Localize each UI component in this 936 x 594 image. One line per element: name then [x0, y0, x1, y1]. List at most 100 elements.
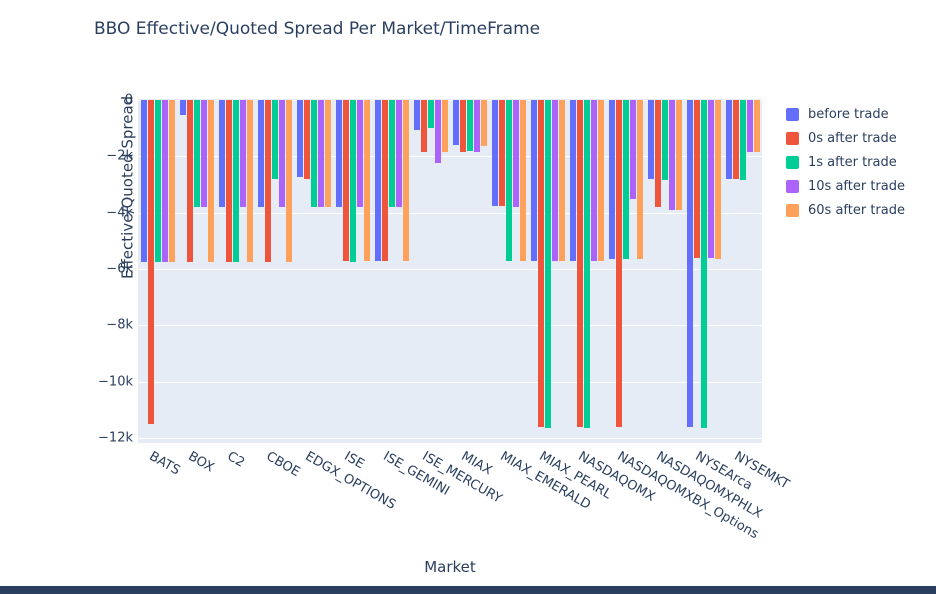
- legend-item-60s-after-trade[interactable]: 60s after trade: [786, 203, 905, 218]
- bar[interactable]: [303, 100, 310, 179]
- bar[interactable]: [597, 100, 604, 261]
- bar[interactable]: [551, 100, 558, 261]
- legend: before trade 0s after trade 1s after trade…: [786, 107, 905, 218]
- bar[interactable]: [317, 100, 324, 208]
- bar[interactable]: [544, 100, 551, 429]
- bar[interactable]: [179, 100, 186, 116]
- bar[interactable]: [278, 100, 285, 208]
- bar[interactable]: [381, 100, 388, 261]
- bar[interactable]: [285, 100, 292, 262]
- bar[interactable]: [505, 100, 512, 261]
- legend-swatch-icon: [786, 180, 799, 193]
- bar[interactable]: [732, 100, 739, 179]
- bar[interactable]: [441, 100, 448, 153]
- bar[interactable]: [271, 100, 278, 179]
- bar[interactable]: [154, 100, 161, 262]
- bar[interactable]: [225, 100, 232, 262]
- bar-group-ISE: [333, 100, 372, 438]
- bar[interactable]: [324, 100, 331, 208]
- chart-title: BBO Effective/Quoted Spread Per Market/T…: [94, 19, 541, 39]
- bar-group-CBOE: [255, 100, 294, 438]
- bar[interactable]: [420, 100, 427, 153]
- bar[interactable]: [466, 100, 473, 151]
- bar[interactable]: [147, 100, 154, 424]
- bar[interactable]: [388, 100, 395, 208]
- bar[interactable]: [186, 100, 193, 262]
- legend-swatch-icon: [786, 204, 799, 217]
- bar[interactable]: [402, 100, 409, 261]
- bar[interactable]: [363, 100, 370, 261]
- bar[interactable]: [661, 100, 668, 181]
- bar[interactable]: [686, 100, 693, 427]
- bar[interactable]: [654, 100, 661, 208]
- bar[interactable]: [374, 100, 381, 261]
- y-tick-label: −2k: [106, 148, 133, 164]
- gridline: [138, 212, 762, 214]
- bar[interactable]: [608, 100, 615, 260]
- bar[interactable]: [746, 100, 753, 153]
- bar[interactable]: [480, 100, 487, 147]
- bar[interactable]: [310, 100, 317, 208]
- bar[interactable]: [498, 100, 505, 206]
- bar[interactable]: [168, 100, 175, 262]
- bar[interactable]: [342, 100, 349, 261]
- bar[interactable]: [335, 100, 342, 208]
- bar[interactable]: [427, 100, 434, 129]
- bar[interactable]: [714, 100, 721, 260]
- bar[interactable]: [239, 100, 246, 208]
- bar[interactable]: [636, 100, 643, 260]
- bar[interactable]: [753, 100, 760, 153]
- bar[interactable]: [615, 100, 622, 427]
- legend-item-1s-after-trade[interactable]: 1s after trade: [786, 155, 905, 170]
- bar[interactable]: [622, 100, 629, 260]
- legend-item-10s-after-trade[interactable]: 10s after trade: [786, 179, 905, 194]
- bar[interactable]: [647, 100, 654, 179]
- bar[interactable]: [395, 100, 402, 208]
- bar[interactable]: [576, 100, 583, 427]
- bar[interactable]: [434, 100, 441, 164]
- bar[interactable]: [569, 100, 576, 261]
- bar[interactable]: [356, 100, 363, 208]
- bar[interactable]: [264, 100, 271, 262]
- bar[interactable]: [707, 100, 714, 258]
- bar[interactable]: [583, 100, 590, 429]
- gridline: [138, 100, 762, 101]
- bar[interactable]: [590, 100, 597, 261]
- bar[interactable]: [725, 100, 732, 179]
- bar[interactable]: [200, 100, 207, 208]
- bar[interactable]: [140, 100, 147, 262]
- gridline: [138, 381, 762, 383]
- bar[interactable]: [675, 100, 682, 210]
- bar-group-ISE_MERCURY: [411, 100, 450, 438]
- legend-item-before-trade[interactable]: before trade: [786, 107, 905, 122]
- bar[interactable]: [413, 100, 420, 130]
- bar[interactable]: [218, 100, 225, 208]
- bar[interactable]: [668, 100, 675, 210]
- x-tick-label: C2: [224, 449, 247, 471]
- bar[interactable]: [207, 100, 214, 262]
- bar[interactable]: [629, 100, 636, 199]
- bar[interactable]: [349, 100, 356, 262]
- bar[interactable]: [530, 100, 537, 261]
- bar[interactable]: [700, 100, 707, 429]
- bar[interactable]: [519, 100, 526, 261]
- bar[interactable]: [452, 100, 459, 146]
- bar[interactable]: [459, 100, 466, 153]
- bar[interactable]: [537, 100, 544, 427]
- bar[interactable]: [257, 100, 264, 208]
- bar-group-NYSEArca: [684, 100, 723, 438]
- bar[interactable]: [512, 100, 519, 208]
- bar[interactable]: [693, 100, 700, 258]
- bar[interactable]: [491, 100, 498, 206]
- bar[interactable]: [296, 100, 303, 178]
- bar[interactable]: [232, 100, 239, 262]
- legend-item-0s-after-trade[interactable]: 0s after trade: [786, 131, 905, 146]
- bar[interactable]: [161, 100, 168, 262]
- bar[interactable]: [558, 100, 565, 261]
- bar[interactable]: [739, 100, 746, 181]
- bar[interactable]: [193, 100, 200, 208]
- gridline: [138, 325, 762, 327]
- y-tick-label: −6k: [106, 261, 133, 277]
- bar[interactable]: [246, 100, 253, 262]
- bar[interactable]: [473, 100, 480, 153]
